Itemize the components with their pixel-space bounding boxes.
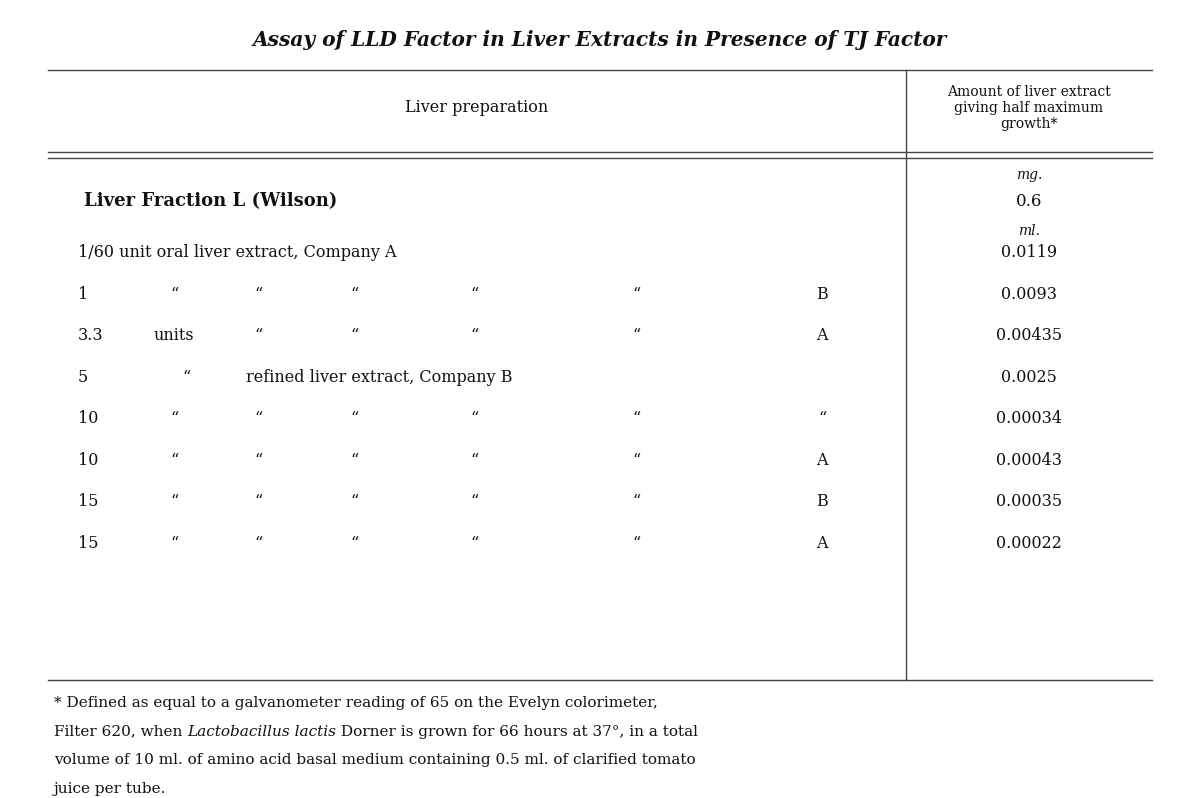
Text: “: “	[182, 369, 190, 386]
Text: 0.00022: 0.00022	[996, 535, 1062, 552]
Text: “: “	[632, 286, 640, 303]
Text: “: “	[350, 493, 358, 511]
Text: “: “	[350, 410, 358, 428]
Text: “: “	[470, 535, 478, 552]
Text: “: “	[170, 286, 178, 303]
Text: “: “	[170, 535, 178, 552]
Text: refined liver extract, Company B: refined liver extract, Company B	[246, 369, 512, 386]
Text: 0.00034: 0.00034	[996, 410, 1062, 428]
Text: “: “	[470, 327, 478, 345]
Text: 0.0119: 0.0119	[1001, 244, 1057, 262]
Text: 15: 15	[78, 493, 98, 511]
Text: “: “	[350, 286, 358, 303]
Text: B: B	[816, 493, 828, 511]
Text: “: “	[470, 493, 478, 511]
Text: “: “	[170, 410, 178, 428]
Text: volume of 10 ml. of amino acid basal medium containing 0.5 ml. of clarified toma: volume of 10 ml. of amino acid basal med…	[54, 753, 696, 768]
Text: “: “	[632, 452, 640, 469]
Text: “: “	[254, 493, 262, 511]
Text: A: A	[816, 535, 828, 552]
Text: * Defined as equal to a galvanometer reading of 65 on the Evelyn colorimeter,: * Defined as equal to a galvanometer rea…	[54, 696, 658, 710]
Text: Lactobacillus lactis: Lactobacillus lactis	[187, 725, 336, 739]
Text: “: “	[632, 327, 640, 345]
Text: “: “	[170, 452, 178, 469]
Text: Filter 620, when: Filter 620, when	[54, 725, 187, 739]
Text: 3.3: 3.3	[78, 327, 103, 345]
Text: Assay of LLD Factor in Liver Extracts in Presence of TJ Factor: Assay of LLD Factor in Liver Extracts in…	[253, 30, 947, 50]
Text: 0.0025: 0.0025	[1001, 369, 1057, 386]
Text: 0.0093: 0.0093	[1001, 286, 1057, 303]
Text: “: “	[632, 535, 640, 552]
Text: “: “	[254, 286, 262, 303]
Text: “: “	[350, 452, 358, 469]
Text: A: A	[816, 327, 828, 345]
Text: 1/60 unit oral liver extract, Company A: 1/60 unit oral liver extract, Company A	[78, 244, 396, 262]
Text: “: “	[470, 452, 478, 469]
Text: “: “	[350, 327, 358, 345]
Text: B: B	[816, 286, 828, 303]
Text: 10: 10	[78, 410, 98, 428]
Text: “: “	[818, 410, 826, 428]
Text: “: “	[632, 410, 640, 428]
Text: 15: 15	[78, 535, 98, 552]
Text: ml.: ml.	[1018, 224, 1040, 239]
Text: mg.: mg.	[1016, 168, 1042, 182]
Text: “: “	[470, 410, 478, 428]
Text: “: “	[254, 535, 262, 552]
Text: A: A	[816, 452, 828, 469]
Text: “: “	[254, 327, 262, 345]
Text: “: “	[170, 493, 178, 511]
Text: Liver Fraction L (Wilson): Liver Fraction L (Wilson)	[84, 192, 337, 210]
Text: 1: 1	[78, 286, 89, 303]
Text: Liver preparation: Liver preparation	[406, 99, 548, 117]
Text: “: “	[350, 535, 358, 552]
Text: 10: 10	[78, 452, 98, 469]
Text: 0.00043: 0.00043	[996, 452, 1062, 469]
Text: juice per tube.: juice per tube.	[54, 782, 167, 796]
Text: Amount of liver extract
giving half maximum
growth*: Amount of liver extract giving half maxi…	[947, 85, 1111, 131]
Text: “: “	[470, 286, 478, 303]
Text: 0.00435: 0.00435	[996, 327, 1062, 345]
Text: “: “	[254, 452, 262, 469]
Text: Dorner is grown for 66 hours at 37°, in a total: Dorner is grown for 66 hours at 37°, in …	[336, 725, 698, 739]
Text: 5: 5	[78, 369, 89, 386]
Text: “: “	[632, 493, 640, 511]
Text: units: units	[154, 327, 194, 345]
Text: 0.6: 0.6	[1016, 192, 1042, 210]
Text: “: “	[254, 410, 262, 428]
Text: 0.00035: 0.00035	[996, 493, 1062, 511]
